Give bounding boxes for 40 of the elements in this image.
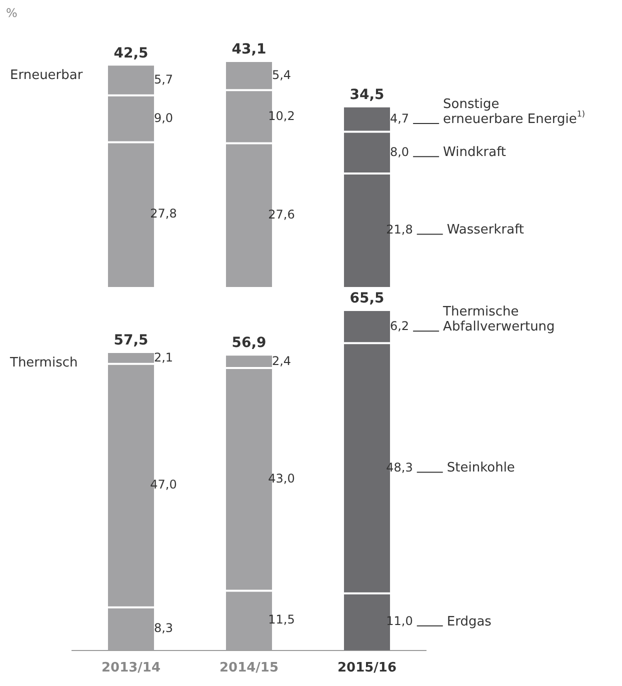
data-label: 5,4 <box>272 68 292 82</box>
data-label: 5,7 <box>154 72 174 87</box>
bar <box>108 66 154 96</box>
data-label: 47,0 <box>150 478 177 492</box>
x-tick-label: 2013/14 <box>101 660 161 676</box>
total-label: 65,5 <box>350 290 384 307</box>
data-label: 6,2 <box>390 319 410 334</box>
data-label: 27,8 <box>150 206 177 221</box>
text: Wasserkraft <box>446 222 524 238</box>
bar <box>344 311 390 344</box>
data-label: 43,0 <box>268 472 295 486</box>
bar <box>344 132 390 174</box>
text: Erneuerbar <box>10 68 84 84</box>
text: Steinkohle <box>446 460 515 476</box>
total-label: 57,5 <box>114 332 148 349</box>
bar <box>108 95 154 142</box>
bar <box>344 107 390 132</box>
bar <box>108 352 154 364</box>
total-label: 34,5 <box>350 86 384 103</box>
x-tick-label: 2015/16 <box>337 660 397 676</box>
data-label: 8,0 <box>390 144 410 159</box>
data-label: 2,4 <box>272 354 292 368</box>
text: Windkraft <box>443 145 506 160</box>
text: % <box>6 6 18 20</box>
bar <box>226 356 272 368</box>
bar <box>226 62 272 90</box>
x-tick-label: 2014/15 <box>219 660 279 676</box>
data-label: 27,6 <box>268 207 295 222</box>
data-label: 4,7 <box>390 112 410 126</box>
text: Thermisch <box>9 355 78 370</box>
data-label: 10,2 <box>268 108 295 123</box>
data-label: 8,3 <box>154 621 174 636</box>
text: Thermische Abfallverwertung <box>442 304 555 334</box>
data-label: 2,1 <box>154 350 174 365</box>
text: Erdgas <box>446 614 492 630</box>
data-label: 9,0 <box>154 110 174 125</box>
data-label: 11,5 <box>268 612 295 627</box>
total-label: 42,5 <box>114 45 148 62</box>
total-label: 43,1 <box>232 42 266 58</box>
total-label: 56,9 <box>232 335 266 352</box>
